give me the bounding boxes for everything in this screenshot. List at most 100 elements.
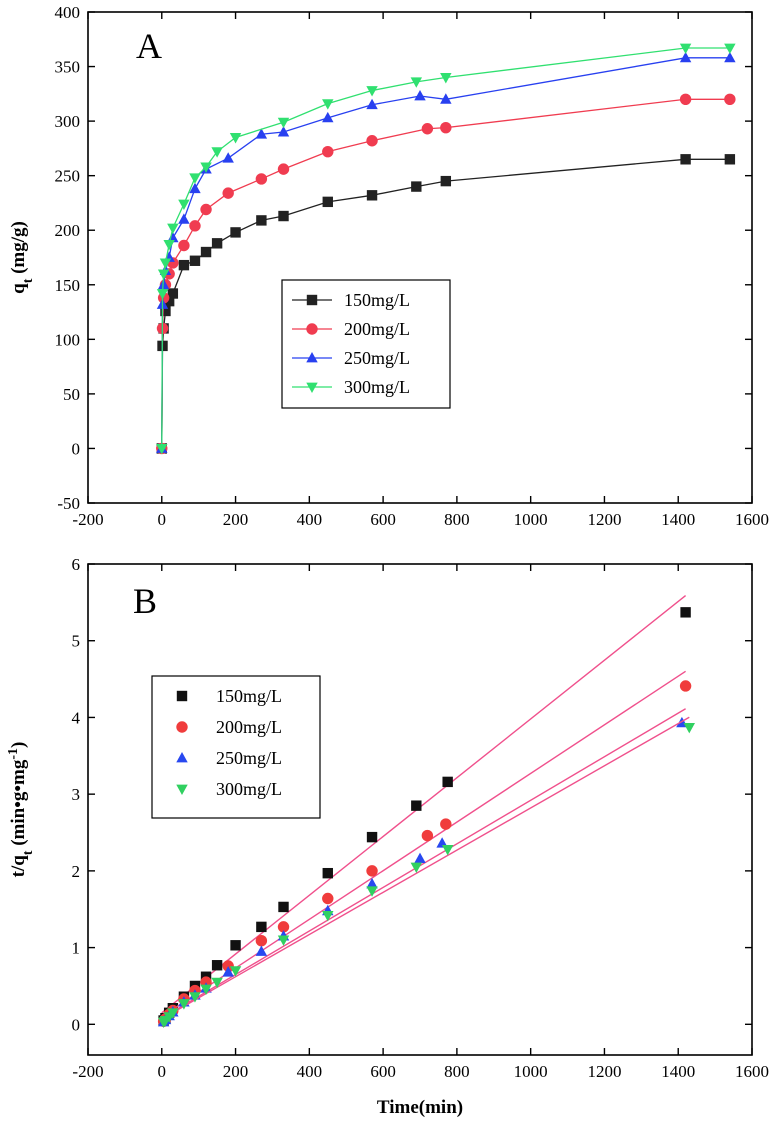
data-point bbox=[211, 960, 223, 971]
data-point bbox=[440, 818, 452, 830]
data-point bbox=[411, 800, 422, 811]
data-point bbox=[229, 966, 242, 977]
data-point bbox=[178, 999, 190, 1010]
data-point bbox=[411, 181, 422, 192]
data-point bbox=[277, 163, 290, 175]
data-point bbox=[255, 128, 268, 139]
data-point bbox=[200, 246, 212, 258]
data-point bbox=[167, 288, 179, 299]
fit-line bbox=[161, 670, 686, 1018]
data-point bbox=[178, 259, 190, 271]
data-point bbox=[414, 852, 426, 864]
data-point bbox=[157, 269, 170, 280]
x-axis-label: Time(min) bbox=[377, 1097, 463, 1118]
legend-marker bbox=[306, 382, 318, 393]
data-point bbox=[211, 238, 223, 249]
fit-line bbox=[161, 595, 687, 1014]
y-tick-label: 250 bbox=[55, 167, 81, 186]
y-axis-label: t/qt (min•g•mg-1) bbox=[6, 742, 36, 878]
y-tick-label: 100 bbox=[55, 330, 81, 349]
legend-marker bbox=[176, 784, 188, 795]
data-point bbox=[255, 945, 268, 956]
data-point bbox=[366, 877, 378, 889]
legend-label: 300mg/L bbox=[216, 779, 282, 799]
data-point bbox=[679, 93, 692, 105]
legend: 150mg/L 200mg/L 250mg/L 300mg/L bbox=[151, 675, 321, 819]
data-point bbox=[200, 203, 212, 216]
data-point bbox=[178, 199, 190, 211]
series-300mg/L bbox=[156, 43, 736, 455]
data-point bbox=[200, 162, 212, 173]
data-point bbox=[278, 210, 289, 222]
data-point bbox=[178, 213, 190, 224]
data-point bbox=[222, 960, 234, 972]
y-tick-label: 4 bbox=[72, 708, 81, 727]
data-point bbox=[441, 844, 454, 856]
data-point bbox=[440, 121, 452, 134]
data-point bbox=[156, 444, 168, 455]
data-point bbox=[366, 98, 378, 110]
y-tick-label: 2 bbox=[72, 862, 81, 881]
data-point bbox=[414, 90, 426, 101]
data-point bbox=[222, 966, 234, 977]
x-tick-label: 600 bbox=[370, 1062, 396, 1081]
series-300mg/L bbox=[157, 716, 696, 1028]
legend-label: 200mg/L bbox=[216, 717, 282, 737]
legend-marker bbox=[176, 721, 188, 733]
data-point bbox=[680, 607, 691, 618]
y-axis-label-sup: -1 bbox=[6, 748, 21, 760]
legend-label: 250mg/L bbox=[344, 348, 410, 368]
data-point bbox=[256, 921, 267, 933]
data-point bbox=[366, 886, 378, 897]
y-axis-label-base: t/q bbox=[8, 855, 29, 878]
data-point bbox=[366, 831, 378, 843]
data-point bbox=[163, 295, 175, 307]
data-point bbox=[724, 154, 736, 165]
data-point bbox=[189, 992, 201, 1003]
legend-marker bbox=[306, 323, 318, 335]
y-tick-label: 6 bbox=[72, 555, 81, 574]
data-point bbox=[255, 934, 268, 947]
y-axis-label-close: ) bbox=[8, 742, 29, 748]
legend-marker bbox=[306, 352, 318, 363]
y-axis-label-sub: t bbox=[21, 278, 36, 283]
data-point bbox=[679, 680, 692, 692]
x-tick-label: 200 bbox=[223, 1062, 249, 1081]
data-point bbox=[159, 258, 172, 269]
data-point bbox=[679, 51, 692, 63]
data-point bbox=[167, 1008, 179, 1019]
y-tick-label: 0 bbox=[72, 1015, 81, 1034]
data-point bbox=[724, 93, 736, 105]
data-point bbox=[680, 154, 691, 165]
y-tick-label: 0 bbox=[72, 439, 81, 458]
x-tick-label: 200 bbox=[223, 510, 249, 529]
plot-frame bbox=[87, 563, 753, 1056]
x-tick-label: 1400 bbox=[661, 510, 695, 529]
data-point bbox=[189, 255, 201, 266]
data-point bbox=[440, 73, 452, 84]
panel-letter: B bbox=[133, 581, 157, 621]
x-tick-label: 0 bbox=[158, 510, 167, 529]
legend-label: 150mg/L bbox=[216, 686, 282, 706]
y-axis-label-unit: (mg/g) bbox=[8, 221, 29, 279]
y-tick-label: 400 bbox=[55, 3, 81, 22]
data-point bbox=[256, 215, 267, 226]
data-point bbox=[724, 43, 736, 54]
x-tick-label: 1000 bbox=[514, 1062, 548, 1081]
legend-label: 200mg/L bbox=[344, 319, 410, 339]
data-point bbox=[322, 910, 334, 922]
data-point bbox=[160, 305, 171, 317]
legend-label: 250mg/L bbox=[216, 748, 282, 768]
y-tick-label: 5 bbox=[72, 632, 81, 651]
fit-line bbox=[161, 716, 690, 1020]
data-point bbox=[277, 126, 290, 137]
y-tick-label: 150 bbox=[55, 276, 81, 295]
data-point bbox=[278, 901, 289, 913]
x-tick-label: 800 bbox=[444, 510, 470, 529]
y-tick-label: 300 bbox=[55, 112, 81, 131]
y-axis-label-unit: (min•g•mg bbox=[8, 759, 29, 850]
legend: 150mg/L 200mg/L 250mg/L 300mg/L bbox=[281, 279, 451, 409]
data-point bbox=[222, 152, 234, 163]
x-tick-label: 400 bbox=[297, 510, 323, 529]
